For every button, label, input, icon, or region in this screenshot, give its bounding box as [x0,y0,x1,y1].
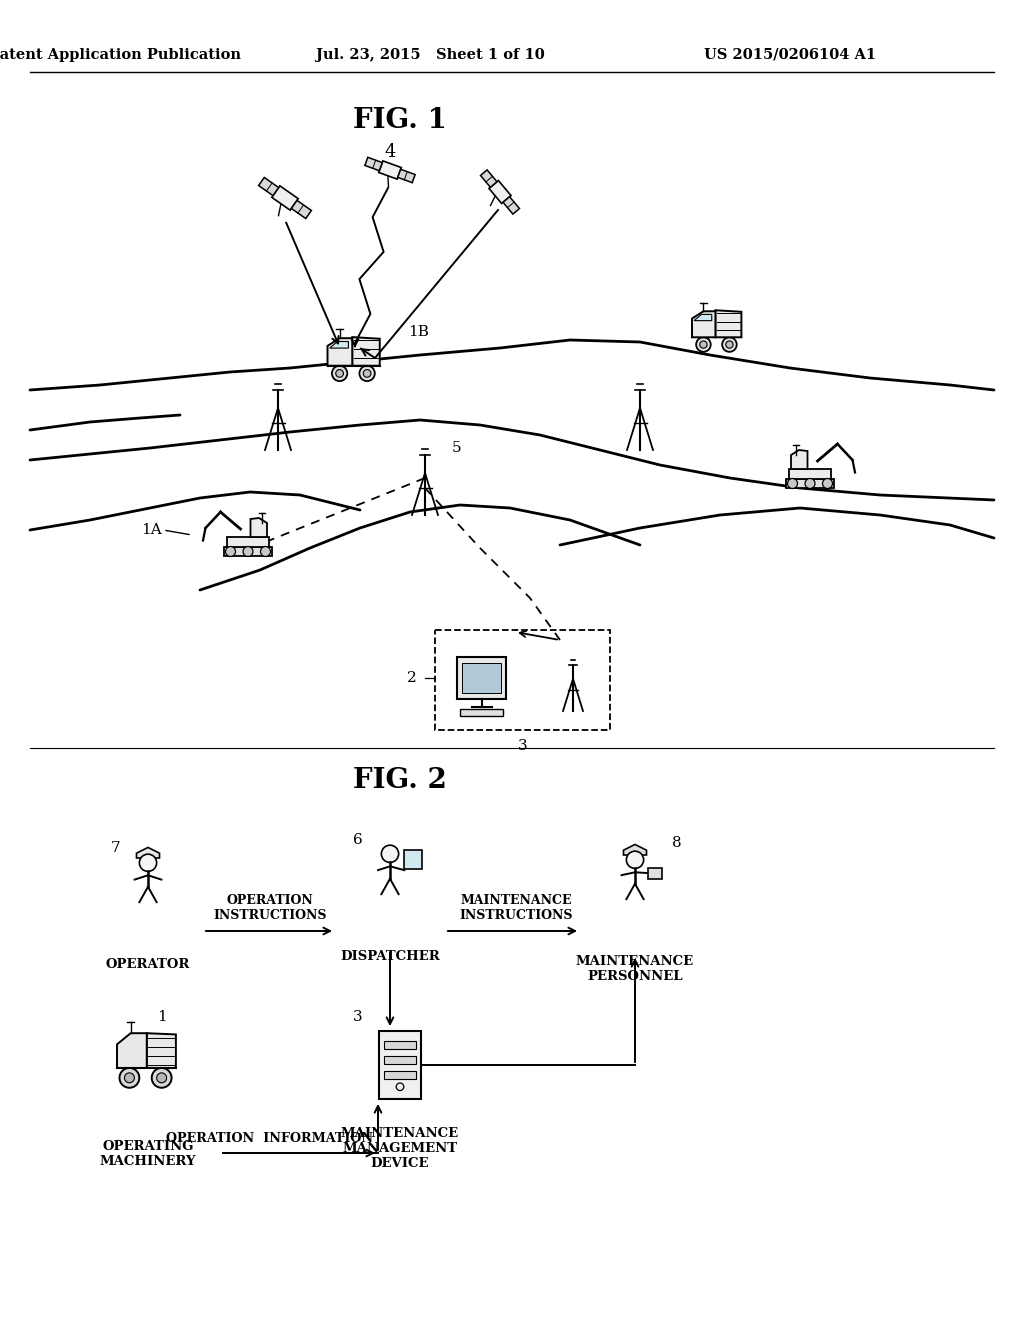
Polygon shape [489,181,511,203]
Circle shape [805,479,815,488]
Circle shape [381,845,398,862]
Text: 3: 3 [518,739,527,752]
Polygon shape [790,469,831,479]
Text: MAINTENANCE
INSTRUCTIONS: MAINTENANCE INSTRUCTIONS [459,894,572,921]
Polygon shape [379,161,401,180]
Text: MAINTENANCE
MANAGEMENT
DEVICE: MAINTENANCE MANAGEMENT DEVICE [341,1127,459,1170]
Circle shape [260,546,270,557]
Polygon shape [352,337,380,366]
Circle shape [139,854,157,871]
Circle shape [120,1068,139,1088]
Text: 4: 4 [384,143,395,161]
Polygon shape [251,517,267,537]
Polygon shape [384,1056,416,1064]
Text: US 2015/0206104 A1: US 2015/0206104 A1 [703,48,877,62]
Polygon shape [292,201,311,219]
Polygon shape [716,310,741,338]
Circle shape [696,338,711,352]
Text: 1B: 1B [408,325,429,339]
Polygon shape [379,1031,421,1100]
Text: FIG. 2: FIG. 2 [353,767,446,793]
Polygon shape [503,197,519,214]
Text: Jul. 23, 2015   Sheet 1 of 10: Jul. 23, 2015 Sheet 1 of 10 [315,48,545,62]
Text: DISPATCHER: DISPATCHER [340,950,440,964]
Text: 6: 6 [353,833,362,847]
Circle shape [332,366,347,381]
Polygon shape [259,177,279,195]
Circle shape [152,1068,172,1088]
Polygon shape [692,312,716,338]
Polygon shape [384,1071,416,1080]
Polygon shape [462,664,501,693]
Polygon shape [694,314,712,321]
Polygon shape [365,157,382,170]
Circle shape [364,370,371,378]
Polygon shape [330,342,348,348]
Circle shape [699,341,708,348]
Text: OPERATION
INSTRUCTIONS: OPERATION INSTRUCTIONS [213,894,327,921]
Polygon shape [384,1041,416,1049]
Text: OPERATION  INFORMATION: OPERATION INFORMATION [167,1133,374,1144]
Circle shape [243,546,253,557]
Text: Patent Application Publication: Patent Application Publication [0,48,241,62]
Circle shape [225,546,236,557]
Text: MAINTENANCE
PERSONNEL: MAINTENANCE PERSONNEL [575,954,694,983]
Circle shape [336,370,343,378]
Polygon shape [271,186,298,210]
Circle shape [359,366,375,381]
Circle shape [157,1073,167,1082]
Polygon shape [480,170,497,187]
Polygon shape [460,709,504,715]
Polygon shape [791,450,808,469]
Polygon shape [786,479,834,487]
Polygon shape [328,338,352,366]
Text: OPERATING
MACHINERY: OPERATING MACHINERY [99,1140,197,1168]
Text: 3: 3 [352,1010,362,1024]
Text: 5: 5 [452,441,462,455]
Polygon shape [224,546,272,556]
Text: FIG. 1: FIG. 1 [353,107,446,133]
Text: 8: 8 [672,836,682,850]
Circle shape [822,479,833,488]
Text: 2: 2 [408,671,417,685]
Polygon shape [136,847,160,858]
Circle shape [125,1073,134,1082]
Text: 1: 1 [157,1010,167,1024]
Circle shape [722,338,736,352]
Polygon shape [648,869,662,879]
Polygon shape [397,169,415,182]
Polygon shape [146,1034,176,1068]
Polygon shape [624,845,646,855]
Text: 1A: 1A [141,523,162,537]
Text: 7: 7 [112,841,121,855]
Polygon shape [457,657,506,698]
Polygon shape [227,537,269,546]
Circle shape [726,341,733,348]
Circle shape [787,479,798,488]
Text: OPERATOR: OPERATOR [105,958,190,972]
Circle shape [627,851,644,869]
Polygon shape [404,850,422,869]
Polygon shape [117,1034,146,1068]
